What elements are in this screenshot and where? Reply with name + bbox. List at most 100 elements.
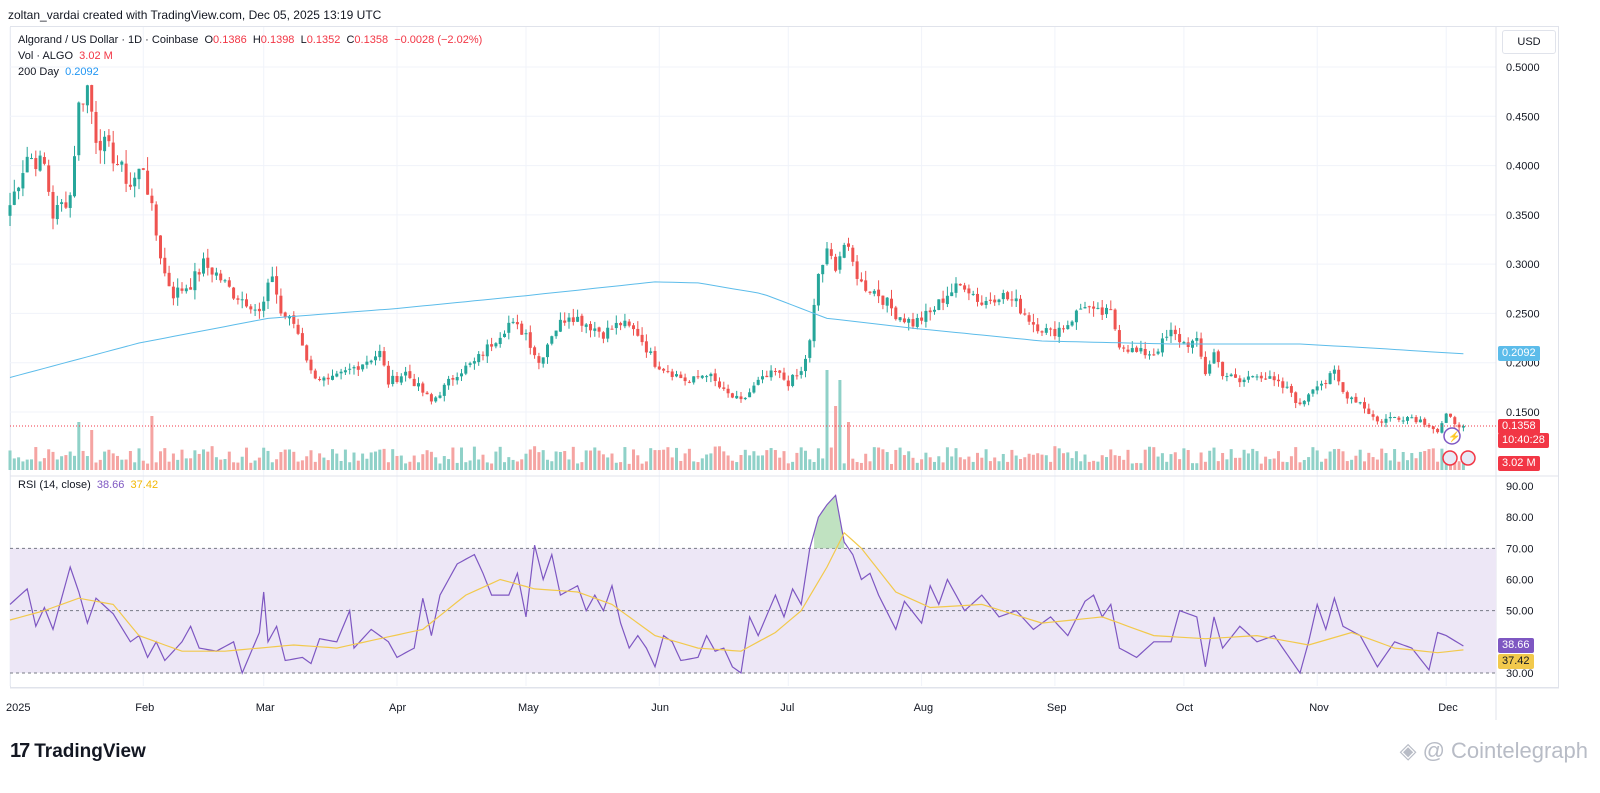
volume-bar — [296, 461, 300, 470]
candle-body — [1324, 383, 1328, 385]
candle-body — [1298, 402, 1302, 405]
candle-body — [391, 375, 395, 385]
volume-bar — [1259, 463, 1263, 470]
volume-bar — [1096, 461, 1100, 470]
volume-bar — [1268, 459, 1272, 470]
candle-body — [1062, 328, 1065, 330]
candle-body — [184, 288, 188, 292]
volume-bar — [184, 458, 188, 470]
volume-bar — [386, 462, 390, 470]
volume-bar — [898, 447, 902, 470]
candle-body — [438, 395, 442, 398]
candle-body — [1229, 374, 1233, 377]
us-flag-event-icon[interactable] — [1442, 450, 1458, 466]
candle-body — [812, 304, 816, 342]
candle-body — [64, 202, 68, 208]
volume-bar — [511, 459, 515, 470]
volume-legend: Vol · ALGO 3.02 M — [18, 49, 113, 63]
volume-bar — [988, 461, 992, 470]
volume-bar — [210, 446, 214, 470]
candle-body — [477, 354, 481, 363]
candle-body — [1444, 413, 1448, 423]
volume-bar — [1281, 461, 1285, 470]
candle-body — [567, 317, 571, 322]
volume-bar — [507, 457, 511, 470]
rsi-axis-tick: 90.00 — [1506, 481, 1534, 493]
candle-body — [993, 299, 997, 303]
ma-label: 200 Day — [18, 66, 59, 78]
us-flag-event-icon[interactable] — [1460, 450, 1476, 466]
volume-bar — [21, 461, 25, 470]
candle-body — [1431, 426, 1435, 430]
volume-bar — [1324, 458, 1328, 470]
candle-body — [90, 85, 94, 112]
change-value: −0.0028 (−2.02%) — [394, 34, 483, 46]
candle-body — [30, 158, 33, 160]
candle-body — [1027, 315, 1031, 322]
candle-body — [442, 384, 446, 396]
volume-bar — [339, 460, 343, 470]
volume-bar — [1126, 449, 1130, 470]
candle-body — [1156, 351, 1160, 354]
volume-bar — [786, 463, 790, 470]
lightning-event-icon[interactable] — [1443, 427, 1461, 445]
volume-bar — [438, 463, 442, 470]
candle-body — [705, 376, 709, 378]
volume-bar — [1156, 456, 1160, 470]
volume-bar — [1130, 463, 1134, 470]
volume-bar — [937, 456, 941, 470]
candle-body — [1345, 392, 1349, 399]
volume-bar — [700, 458, 704, 470]
volume-bar — [25, 459, 29, 470]
candle-body — [1251, 376, 1255, 378]
volume-bar — [799, 447, 803, 470]
time-axis-label: Feb — [135, 702, 154, 714]
volume-bar — [146, 463, 150, 470]
volume-bar — [778, 457, 782, 470]
currency-selector[interactable]: USD — [1502, 30, 1556, 54]
volume-bar — [885, 452, 889, 470]
candle-body — [1105, 307, 1108, 315]
volume-bar — [1341, 451, 1345, 470]
candle-body — [915, 317, 919, 327]
candle-body — [1126, 349, 1130, 352]
volume-bar — [649, 448, 653, 470]
candle-body — [1401, 420, 1405, 422]
candle-body — [984, 300, 988, 305]
candle-body — [1092, 306, 1096, 309]
candle-body — [17, 187, 21, 192]
candle-body — [1234, 374, 1237, 378]
volume-bar — [214, 457, 218, 470]
volume-bar — [1294, 447, 1298, 470]
volume-bar — [1410, 453, 1414, 470]
candle-body — [262, 301, 266, 311]
candle-body — [1242, 379, 1246, 383]
time-axis-label: 2025 — [6, 702, 30, 714]
volume-bar — [1320, 461, 1323, 470]
volume-bar — [601, 454, 605, 470]
candle-body — [864, 280, 868, 291]
volume-bar — [369, 452, 373, 470]
ma-value: 0.2092 — [65, 66, 99, 78]
volume-bar — [42, 458, 46, 470]
volume-bar — [1062, 453, 1065, 470]
candle-body — [606, 327, 610, 339]
volume-bar — [309, 450, 313, 470]
tradingview-brand[interactable]: 17 TradingView — [10, 740, 146, 763]
volume-bar — [137, 448, 141, 470]
tradingview-logo-icon: 17 — [10, 740, 30, 762]
volume-bar — [675, 447, 678, 470]
volume-bar — [1014, 455, 1018, 470]
volume-bar — [1087, 461, 1091, 470]
volume-bar — [1380, 448, 1384, 470]
volume-bar — [219, 459, 223, 470]
volume-bar — [653, 450, 657, 470]
volume-bar — [722, 451, 726, 470]
volume-bar — [1070, 458, 1074, 470]
candle-body — [1315, 386, 1319, 391]
volume-bar — [1242, 449, 1246, 470]
volume-bar — [1117, 455, 1121, 470]
volume-bar — [1113, 455, 1117, 470]
candle-body — [395, 376, 399, 382]
